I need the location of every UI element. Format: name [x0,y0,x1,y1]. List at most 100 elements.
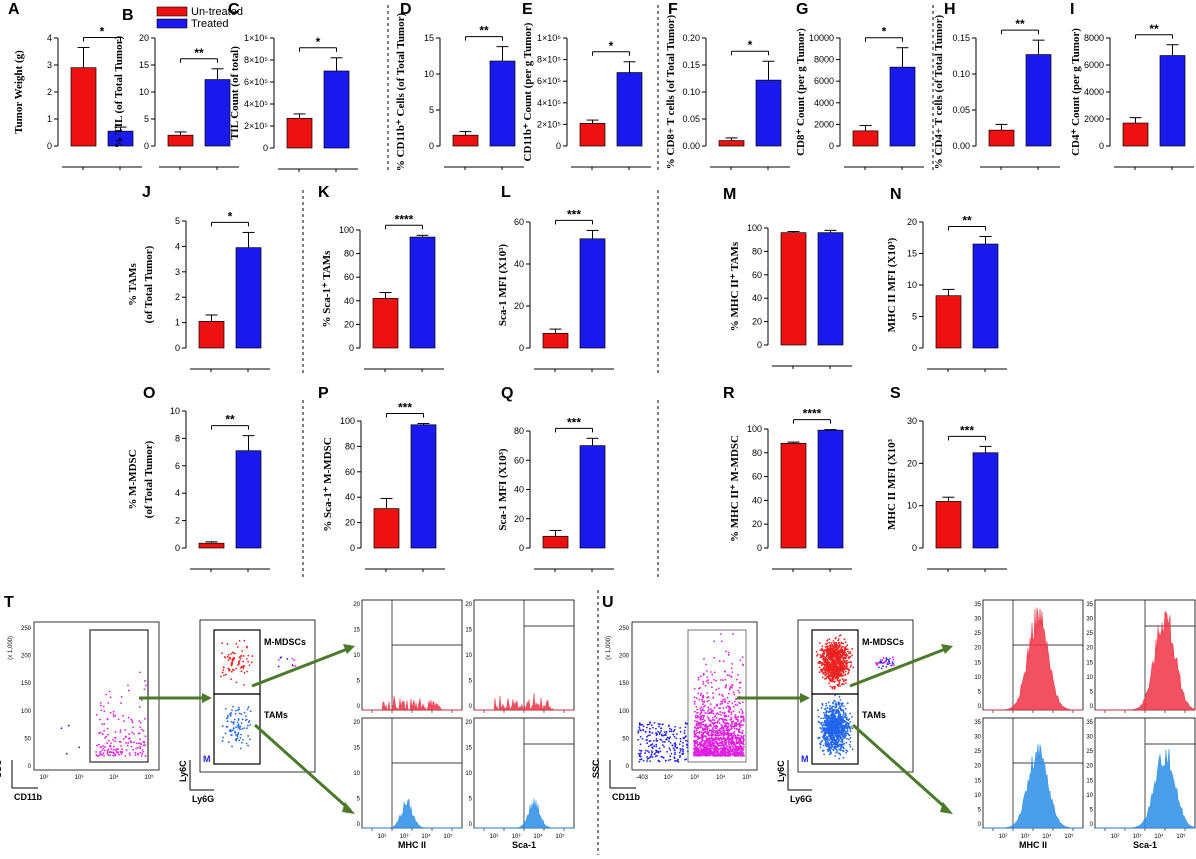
scatter-point [139,726,142,729]
scatter-point [717,737,720,739]
y-tick-label: 0.00 [952,141,970,151]
tam-point [844,712,847,715]
mmdsc-point [825,672,828,675]
scatter-point [112,745,115,748]
tam-point [842,747,845,750]
scatter-point [715,740,718,743]
scatter-point [729,718,732,721]
scatter-point [719,679,722,681]
tam-point [234,712,237,715]
mmdsc-point [844,647,847,649]
scatter-point [138,706,141,708]
scatter-point [713,725,716,727]
y-tick-label: 40 [514,259,524,269]
ly6c-label: Ly6C [178,760,188,782]
histogram-x-tick-label: 10² [378,834,387,840]
mmdsc-point [850,664,853,667]
tam-point [838,748,841,751]
scatter-point [725,685,728,688]
ly6g-label: Ly6G [790,794,812,804]
mmdsc-point [848,668,850,671]
scatter-point [103,745,106,748]
scatter-point [701,698,704,701]
scatter-point [730,740,733,743]
mmdsc-point [831,645,833,648]
histogram-y-tick: 25 [1086,631,1093,637]
tam-point [824,708,827,710]
bar-treated [410,424,437,549]
mmdsc-point [830,679,833,682]
scatter-point-blue [647,757,650,760]
mmdsc-point [837,647,840,650]
mmdsc-point [828,675,831,678]
scatter-point [141,752,144,755]
tam-point [842,725,844,728]
scatter-point [700,753,703,756]
mmdsc-point [849,652,852,655]
scatter-point [134,754,137,756]
mmdsc-point [240,654,243,657]
tam-point [830,738,833,741]
scatter-point [129,740,132,742]
tam-point [833,716,836,719]
histogram-y-tick: 0 [1090,822,1094,828]
scatter-point [713,747,716,750]
tam-point [846,732,849,735]
tam-point [836,744,839,747]
histogram-y-tick: 30 [974,617,981,623]
scatter-point [713,640,716,643]
y-tick-label: 60 [344,272,354,282]
mmdsc-point [844,645,847,648]
y-tick-label: 6×10⁵ [244,77,268,87]
tam-point [848,738,850,741]
panel-letter-h: H [944,1,956,18]
scatter-point [705,736,707,738]
scatter-point-blue [651,746,654,749]
tam-point [823,735,826,738]
tam-point [236,721,239,724]
scatter-point [695,749,698,751]
y-tick-label: 10 [424,69,434,79]
mmdsc-point [829,656,832,659]
tam-point [845,722,848,725]
mmdsc-point [238,660,241,663]
panel-letter-j: J [142,184,151,201]
tam-point [226,725,229,728]
scatter-point [716,732,719,735]
scatter-point [729,746,732,749]
scatter-point [140,743,142,746]
scatter-point [743,734,745,737]
scatter-point [741,656,744,659]
scatter-point [702,729,704,732]
mmdsc-point [825,649,828,652]
bar-untreated [579,122,606,147]
scatter-point [696,748,699,751]
mmdsc-point [824,665,826,668]
tam-point [238,727,241,729]
scatter-point-blue [640,749,643,752]
scatter-point-blue [668,737,671,740]
scatter-point [720,693,723,696]
mmdsc-point [841,657,844,659]
scatter-point-blue [641,737,644,740]
scatter-point [697,727,699,730]
bar-treated [1159,55,1186,147]
scatter-point [100,746,103,748]
scatter-point [130,741,133,744]
mmdsc-point [825,661,828,664]
other-point [286,658,289,660]
scatter-point-blue [646,750,649,752]
scatter-point-blue [679,756,681,759]
mmdsc-point [839,634,842,637]
y-tick-label: 1×10⁶ [537,33,561,43]
scatter-point [696,725,699,727]
scatter-point-blue [646,760,648,762]
tam-point [832,702,835,705]
scatter-point-blue [654,752,656,755]
y-tick-label: 2000 [814,119,834,129]
tam-point [843,719,846,722]
